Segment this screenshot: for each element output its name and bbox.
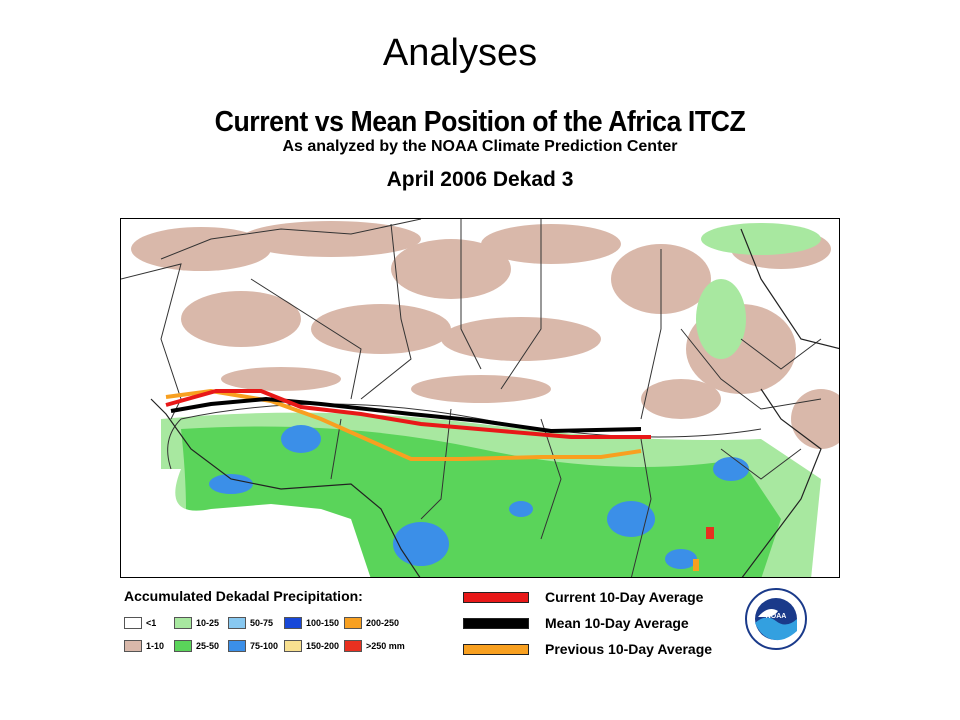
- legend-label: 1-10: [146, 641, 165, 651]
- itcz-previous-line: [165, 388, 642, 461]
- legend-swatch: [228, 617, 246, 629]
- legend-swatch: [344, 640, 362, 652]
- precip-hotspot-orange: [693, 559, 699, 571]
- legend-label: <1: [146, 618, 157, 628]
- legend-swatch: [344, 617, 362, 629]
- legend-line-label: Mean 10-Day Average: [545, 615, 689, 631]
- legend-swatch: [174, 640, 192, 652]
- legend-title: Accumulated Dekadal Precipitation:: [124, 588, 363, 604]
- legend-swatch: [124, 640, 142, 652]
- legend-label: 25-50: [196, 641, 220, 651]
- legend-line-swatch: [463, 618, 529, 629]
- precip-layer-75-100: [209, 425, 749, 569]
- legend-label: 50-75: [250, 618, 274, 628]
- legend-line-label: Current 10-Day Average: [545, 589, 704, 605]
- figure-period: April 2006 Dekad 3: [386, 168, 574, 191]
- itcz-map: [120, 218, 840, 578]
- legend-swatch: [284, 640, 302, 652]
- legend-line-swatch: [463, 644, 529, 655]
- itcz-mean-line: [170, 396, 642, 434]
- precip-hotspot: [706, 527, 714, 539]
- legend-label: >250 mm: [366, 641, 405, 651]
- noaa-logo-text: NOAA: [766, 613, 787, 620]
- legend-label: 10-25: [196, 618, 220, 628]
- ocean-area: [121, 469, 371, 577]
- legend-label: 100-150: [306, 618, 340, 628]
- legend-swatch: [284, 617, 302, 629]
- slide-title: Analyses: [382, 32, 538, 74]
- noaa-logo-icon: NOAA: [744, 587, 808, 651]
- coastline: [150, 228, 839, 577]
- legend-label: 75-100: [250, 641, 279, 651]
- country-borders: [121, 219, 822, 577]
- legend-label: 200-250: [366, 618, 400, 628]
- legend-swatch: [228, 640, 246, 652]
- itcz-map-svg: [121, 219, 839, 577]
- itcz-current-line: [165, 389, 651, 439]
- legend-label: 150-200: [306, 641, 340, 651]
- figure-subtitle: As analyzed by the NOAA Climate Predicti…: [282, 138, 678, 155]
- figure-title: Current vs Mean Position of the Africa I…: [214, 106, 746, 138]
- legend-line-label: Previous 10-Day Average: [545, 641, 713, 657]
- legend-swatch: [174, 617, 192, 629]
- legend-line-swatch: [463, 592, 529, 603]
- precip-layer-1-10: [131, 221, 839, 449]
- legend-swatch: [124, 617, 142, 629]
